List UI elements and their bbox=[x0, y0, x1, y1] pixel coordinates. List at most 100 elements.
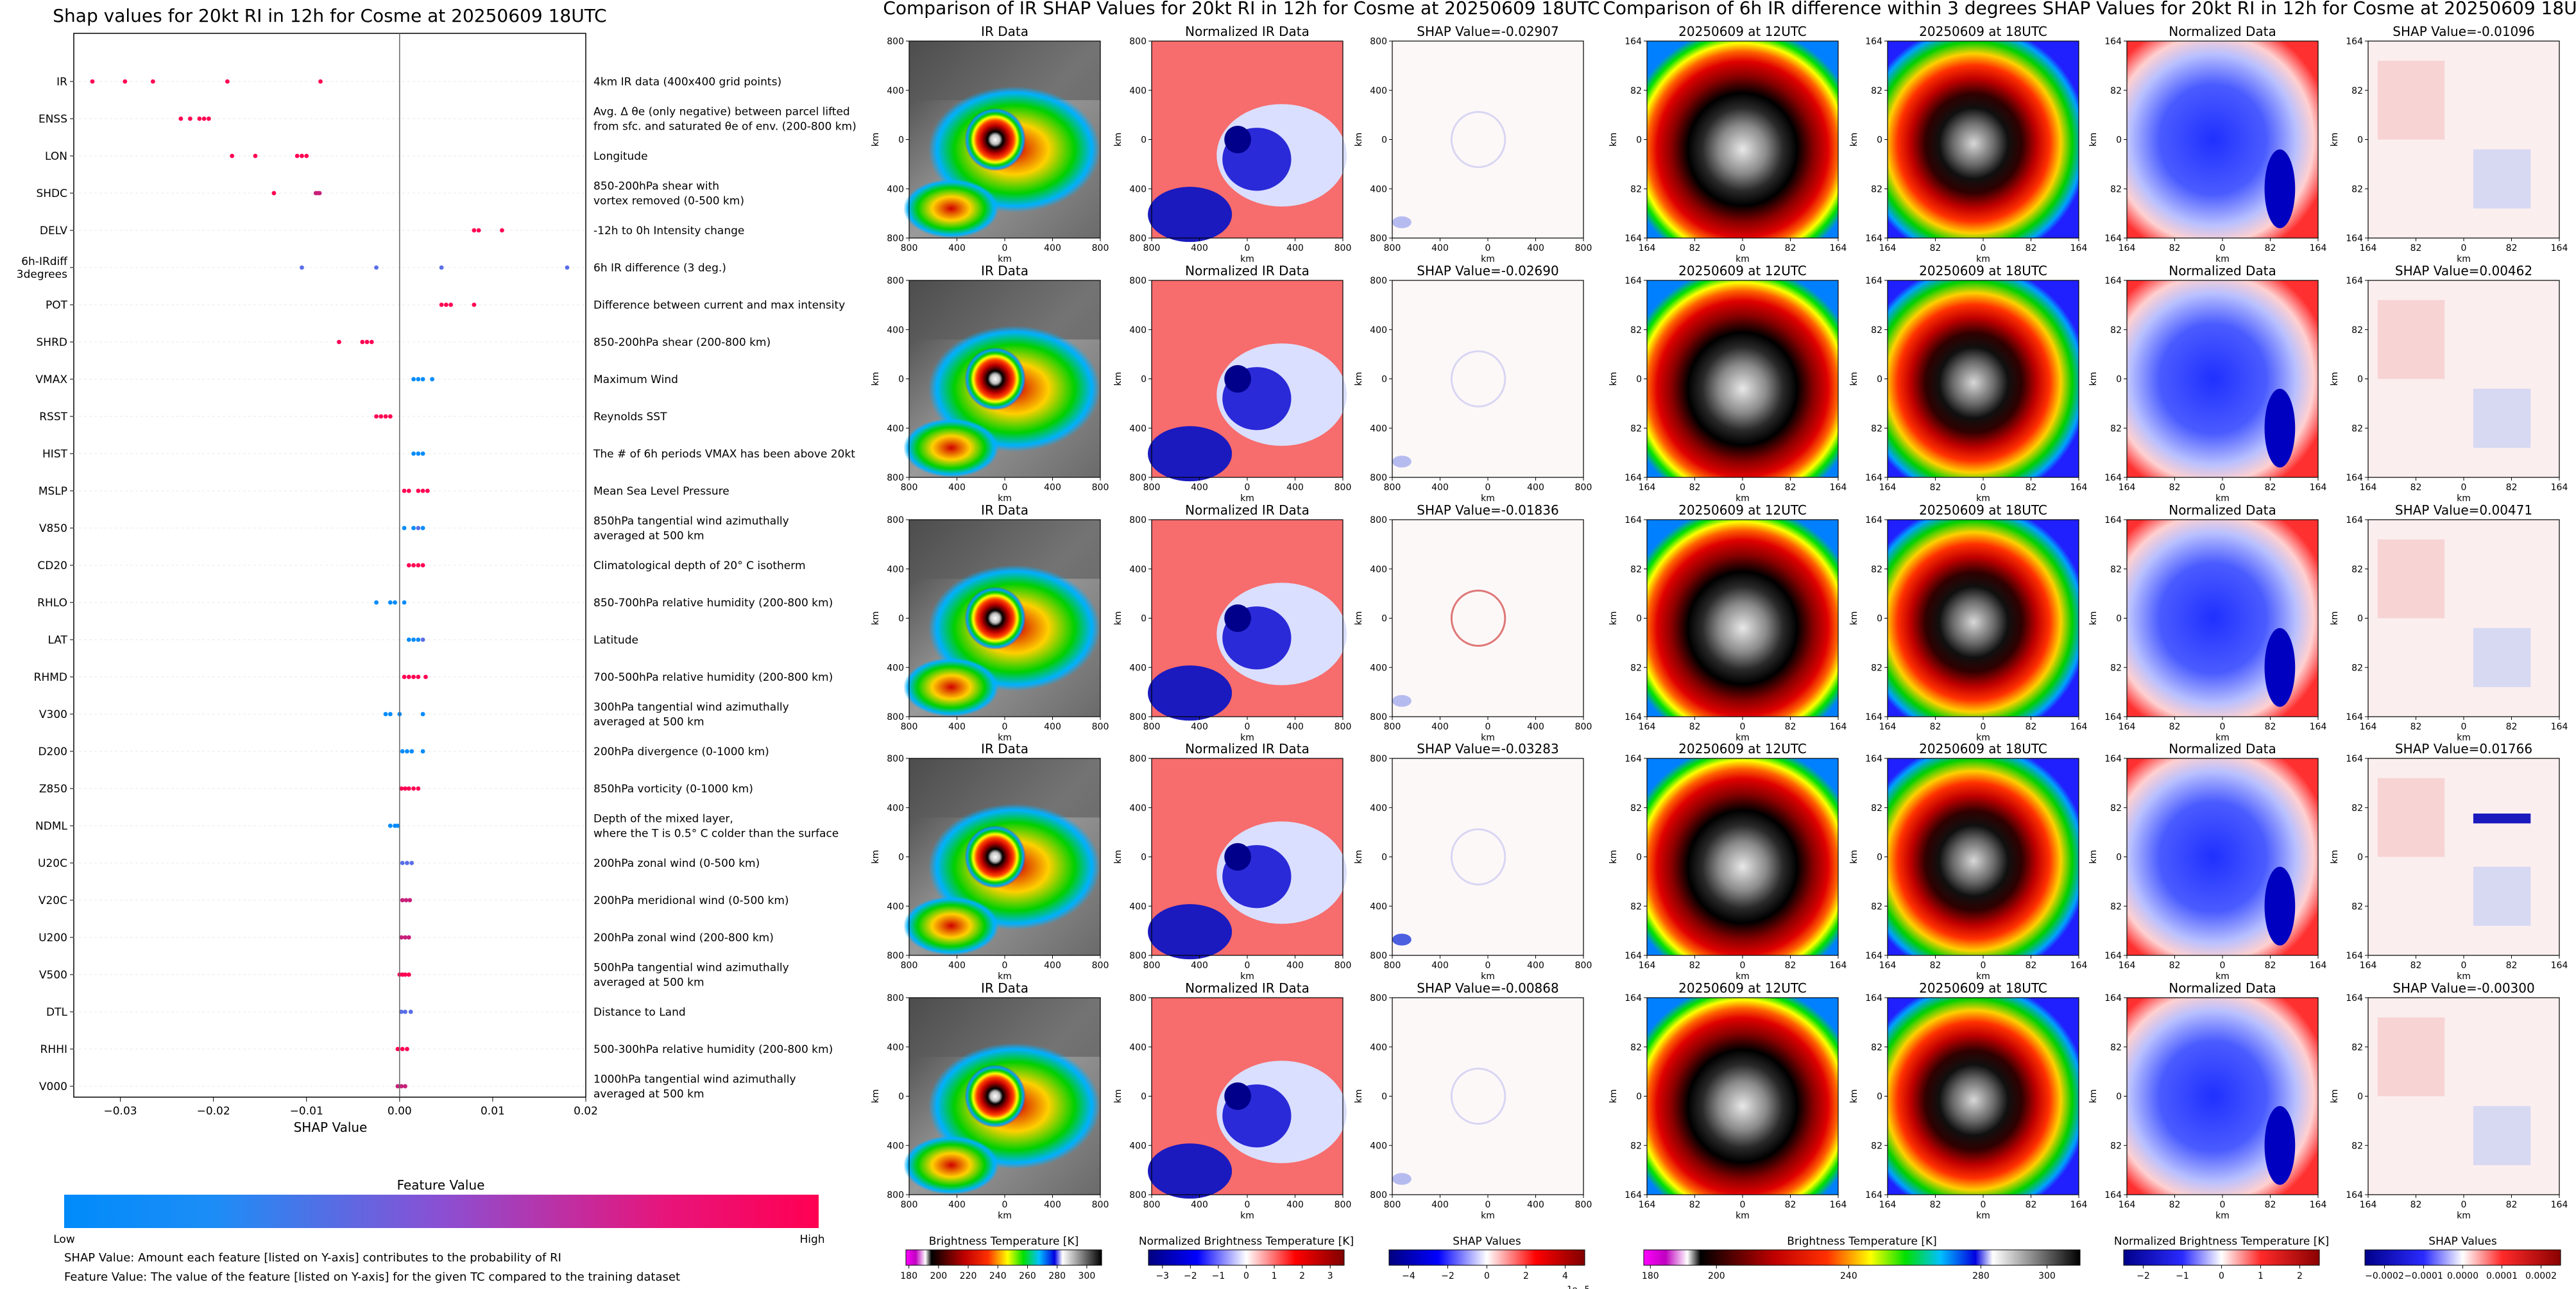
panel-title: IR Data bbox=[981, 980, 1028, 996]
xtick-label: 0 bbox=[1485, 722, 1491, 732]
xtick-label: 0 bbox=[1485, 960, 1491, 971]
shap-point bbox=[420, 488, 425, 493]
xtick-label: 82 bbox=[2169, 960, 2181, 971]
feature-label: MSLP bbox=[38, 485, 67, 498]
feature-description: 6h IR difference (3 deg.) bbox=[593, 262, 726, 275]
ytick-label: 164 bbox=[2346, 993, 2363, 1003]
feature-value-colorbar bbox=[64, 1195, 819, 1228]
xtick-label: 400 bbox=[948, 722, 966, 732]
xaxis-label: km bbox=[1240, 254, 1254, 264]
feature-label: V20C bbox=[38, 894, 67, 907]
yaxis-label: km bbox=[871, 133, 881, 147]
feature-label: SHRD bbox=[37, 336, 67, 349]
feature-label: HIST bbox=[42, 448, 68, 461]
colorbar-tick-label: 240 bbox=[989, 1271, 1007, 1281]
ytick-label: 164 bbox=[2104, 276, 2122, 286]
panel-title: SHAP Value=0.00462 bbox=[2395, 263, 2532, 278]
diff-image-18utc bbox=[1888, 758, 2079, 955]
ytick-label: 82 bbox=[2351, 86, 2363, 96]
feature-label: V500 bbox=[39, 969, 67, 982]
ytick-label: 82 bbox=[1630, 1141, 1642, 1151]
ir-image-rainband bbox=[903, 178, 1000, 239]
xtick-label: 164 bbox=[1830, 243, 1847, 253]
section-title: Comparison of 6h IR difference within 3 … bbox=[1603, 0, 2576, 19]
xtick-label: 400 bbox=[1191, 482, 1208, 493]
colorbar-tick-label: 1 bbox=[2258, 1271, 2264, 1281]
colorbar-tick-label: −0.0001 bbox=[2404, 1271, 2443, 1281]
xtick-label: 800 bbox=[1092, 722, 1109, 732]
colorbar-tick-label: 0.0002 bbox=[2525, 1271, 2557, 1281]
shap-point bbox=[416, 525, 421, 531]
ytick-label: 164 bbox=[2346, 37, 2363, 47]
xtick-label: 0 bbox=[1485, 1200, 1491, 1210]
shap-point bbox=[402, 488, 407, 493]
xtick-label: 800 bbox=[1143, 1200, 1161, 1210]
xtick-label: 400 bbox=[948, 482, 966, 493]
ytick-label: 82 bbox=[1871, 184, 1882, 194]
ytick-label: 82 bbox=[1630, 1043, 1642, 1053]
colorbar-gradient bbox=[1388, 1249, 1585, 1266]
xtick-label: 400 bbox=[1044, 1200, 1061, 1210]
xtick-label: 0 bbox=[2220, 1200, 2226, 1210]
shap-point bbox=[206, 116, 211, 121]
shap-point bbox=[403, 786, 407, 791]
shap-point bbox=[304, 153, 309, 158]
feature-label: ENSS bbox=[38, 113, 67, 126]
colorbar: SHAP Values −0.0002 −0.0001 0.0000 0.0001 0.0… bbox=[2364, 1235, 2561, 1281]
ytick-label: 82 bbox=[2351, 423, 2363, 434]
colorbar-title: Feature Value bbox=[397, 1177, 485, 1193]
shap-point bbox=[420, 451, 425, 456]
shap-point bbox=[395, 1084, 400, 1089]
xtick-label: 164 bbox=[2070, 960, 2088, 971]
shap-point bbox=[411, 377, 416, 382]
xtick-label: 0 bbox=[1981, 722, 1986, 732]
xtick-label: 0 bbox=[1245, 960, 1250, 971]
xtick-label: 400 bbox=[1191, 1200, 1208, 1210]
ytick-label: 400 bbox=[887, 184, 904, 194]
panel-title: 20250609 at 12UTC bbox=[1678, 980, 1807, 996]
ytick-label: 0 bbox=[2357, 614, 2363, 624]
xtick-label: 0 bbox=[2220, 482, 2226, 493]
plot-frame bbox=[73, 33, 586, 1098]
ytick-label: 400 bbox=[1370, 325, 1387, 336]
xtick-label: 164 bbox=[1830, 960, 1847, 971]
panel-title: 20250609 at 18UTC bbox=[1919, 263, 2047, 278]
xtick-label: 82 bbox=[1930, 243, 1941, 253]
ytick-label: 0 bbox=[1877, 375, 1882, 385]
xtick-label: 400 bbox=[1527, 243, 1544, 253]
colorbar: Normalized Brightness Temperature [K] −3 −… bbox=[1139, 1235, 1354, 1281]
shap-point bbox=[416, 377, 421, 382]
feature-description: Distance to Land bbox=[593, 1006, 686, 1019]
feature-label: V850 bbox=[39, 522, 67, 535]
yaxis-label: km bbox=[1354, 1089, 1364, 1104]
xtick-label: 800 bbox=[1335, 1200, 1352, 1210]
ytick-label: 164 bbox=[1865, 234, 1882, 244]
shap-point bbox=[318, 79, 323, 84]
xtick-label: 0 bbox=[1002, 1200, 1008, 1210]
feature-label: D200 bbox=[38, 746, 67, 758]
ytick-label: 0 bbox=[1877, 853, 1882, 863]
xaxis-label: km bbox=[998, 971, 1012, 982]
colorbar-tick-label: 2 bbox=[1299, 1271, 1305, 1281]
feature-label: DELV bbox=[40, 225, 67, 237]
xaxis-label: km bbox=[1240, 971, 1254, 982]
ytick-label: 800 bbox=[887, 712, 904, 722]
feature-label: RSST bbox=[39, 411, 67, 423]
section-title: Comparison of IR SHAP Values for 20kt RI… bbox=[883, 0, 1599, 19]
shap-point bbox=[402, 525, 407, 531]
ytick-label: 400 bbox=[1129, 184, 1147, 194]
xaxis-label: km bbox=[1976, 254, 1990, 264]
xtick-label: 800 bbox=[1335, 482, 1352, 493]
ytick-label: 164 bbox=[2104, 473, 2122, 483]
ytick-label: 0 bbox=[1636, 853, 1642, 863]
shap-point bbox=[423, 674, 428, 679]
yaxis-label: km bbox=[2330, 133, 2340, 147]
panel-title: SHAP Value=-0.01836 bbox=[1417, 502, 1558, 518]
ytick-label: 82 bbox=[2110, 325, 2122, 336]
